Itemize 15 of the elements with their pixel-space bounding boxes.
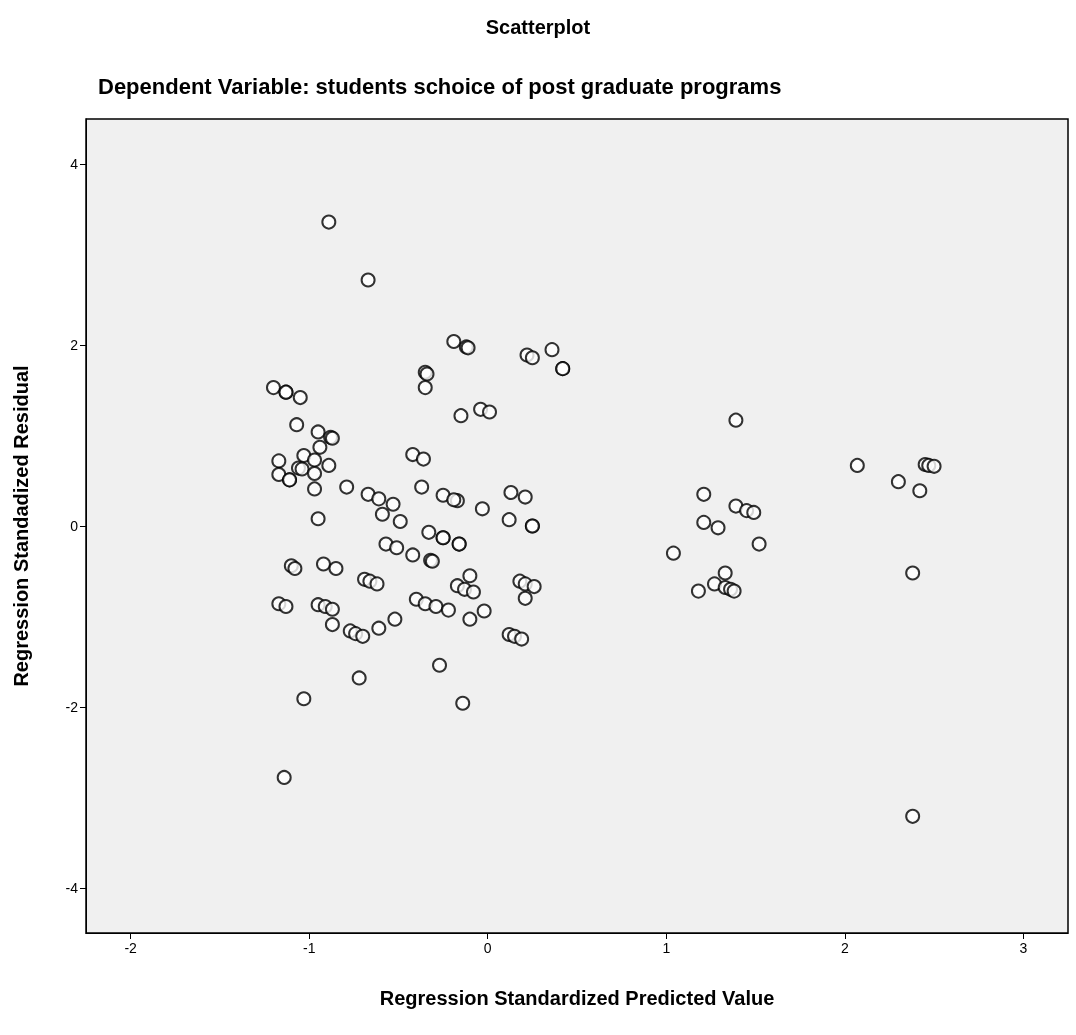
y-tick-label: 4 [70,156,79,173]
y-tick-label: -2 [65,698,79,715]
x-tick-label: 2 [840,940,849,956]
chart-subtitle: Dependent Variable: students schoice of post graduate programs [98,73,782,99]
y-tick-label: 2 [70,337,79,354]
x-tick-label: 1 [662,940,671,956]
x-tick-label: 3 [1019,940,1028,956]
x-tick-label: -2 [124,940,138,956]
y-tick-label: 0 [70,518,79,534]
y-tick-label: -4 [65,879,79,896]
y-axis-title: Regression Standadized Residual [10,365,32,687]
chart-title: Scatterplot [485,16,591,38]
x-tick-label: -1 [302,940,316,956]
x-axis-title: Regression Standardized Predicted Value [379,987,775,1009]
x-tick-label: 0 [483,940,492,956]
